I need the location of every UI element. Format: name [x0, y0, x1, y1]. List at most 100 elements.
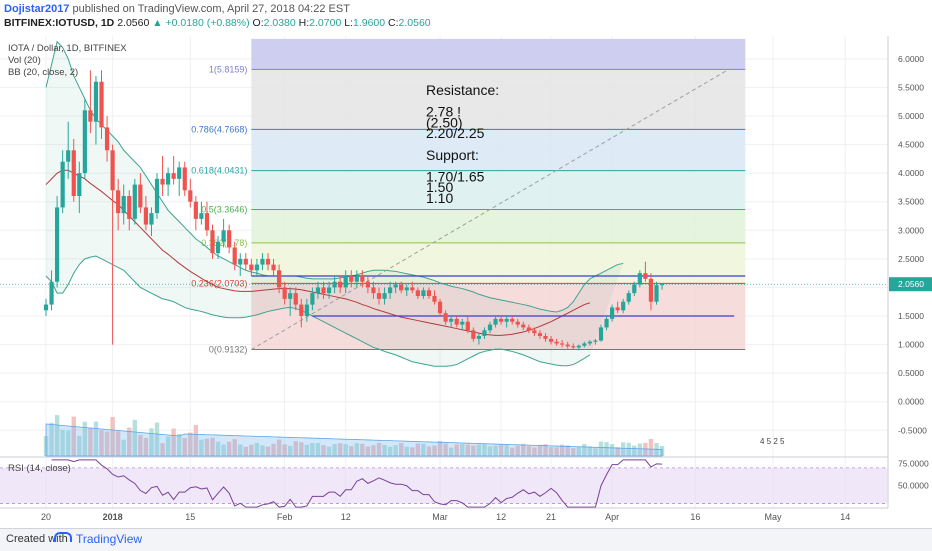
tradingview-brand: TradingView	[76, 532, 143, 546]
volume-bar	[121, 439, 126, 456]
volume-bar	[282, 444, 287, 456]
legend-title: IOTA / Dollar, 1D, BITFINEX	[8, 43, 127, 54]
volume-bar	[543, 444, 548, 456]
candle-body	[504, 318, 509, 322]
volume-bars	[43, 415, 665, 457]
rsi-pane: RSI (14, close) 75.0000 50.0000	[0, 456, 929, 508]
last-price-label: 2.0560	[898, 279, 924, 289]
candle-body	[321, 287, 326, 294]
volume-bar	[210, 437, 215, 456]
trend-line[interactable]	[251, 68, 729, 350]
candle-body	[410, 287, 415, 291]
tradingview-logo[interactable]: TradingView	[54, 532, 142, 546]
candle-body	[43, 304, 49, 311]
publisher-name[interactable]: Dojistar2017	[4, 3, 70, 15]
volume-bar	[232, 439, 237, 456]
candle-body	[471, 330, 476, 339]
volume-bar	[504, 445, 509, 456]
candle-body	[437, 301, 443, 314]
x-tick-label: 15	[185, 512, 195, 522]
price-axis[interactable]: 6.0000 5.5000 5.0000 4.5000 4.0000 3.5000 3.00…	[887, 36, 932, 508]
volume-bar	[537, 444, 543, 456]
y-tick-label: 6.0000	[898, 54, 924, 64]
fib-trend-line	[251, 68, 729, 350]
annotation-line: 2.20/2.25	[426, 125, 485, 141]
candle-body	[93, 81, 99, 122]
volume-bar	[321, 445, 326, 456]
candle-body	[121, 196, 126, 214]
last-price: 2.0560	[117, 17, 150, 29]
x-tick-label: 16	[690, 512, 700, 522]
candle-body	[543, 336, 548, 339]
open-value: 2.0380	[263, 17, 296, 29]
volume-bar	[582, 444, 587, 456]
volume-bar	[598, 441, 604, 456]
candle-body	[565, 344, 570, 347]
volume-bar	[143, 437, 149, 456]
low-label: L:	[344, 17, 353, 29]
volume-bar	[460, 443, 465, 456]
candle-body	[615, 307, 620, 311]
candle-body	[365, 281, 370, 288]
volume-bar	[215, 441, 221, 456]
candle-body	[293, 293, 298, 305]
candle-body	[515, 321, 520, 325]
volume-bar	[643, 442, 648, 456]
annotation-line: Resistance:	[426, 82, 499, 98]
candle-body	[659, 284, 665, 286]
volume-bar	[576, 446, 581, 456]
candle-body	[104, 127, 110, 151]
rsi-band	[0, 467, 888, 504]
fib-level-label: 0.5(3.3646)	[201, 204, 247, 214]
candle-body	[426, 290, 432, 296]
volume-bar	[565, 445, 570, 456]
footer: Created with TradingView	[0, 528, 932, 551]
quote-line: BITFINEX:IOTUSD, 1D 2.0560 ▲ +0.0180 (+0…	[4, 17, 431, 29]
volume-bar	[99, 430, 104, 456]
candle-body	[271, 264, 276, 271]
volume-bar	[182, 438, 187, 456]
candle-body	[249, 264, 254, 271]
candle-body	[326, 287, 332, 294]
candle-body	[88, 110, 93, 122]
x-tick-label: 20	[41, 512, 51, 522]
candle-body	[593, 340, 598, 342]
annotation-text[interactable]: Resistance: 2.78 !(2.50)2.20/2.25 Support:…	[426, 82, 785, 446]
y-tick-label: 0.5000	[898, 368, 924, 378]
y-tick-label: 0.0000	[898, 397, 924, 407]
candle-body	[482, 330, 487, 336]
candle-body	[415, 290, 420, 296]
chart-canvas[interactable]: 1(5.8159) 0.786(4.7668) 0.618(4.0431) 0.5(3…	[0, 36, 932, 528]
candle-body	[460, 321, 465, 325]
volume-bar	[604, 442, 609, 456]
volume-bar	[299, 442, 304, 456]
volume-bar	[437, 441, 443, 456]
candle-body	[149, 213, 154, 225]
annotation-line: Support:	[426, 147, 479, 163]
x-tick-label: 12	[341, 512, 351, 522]
volume-bar	[115, 431, 121, 456]
y-tick-label: 3.5000	[898, 197, 924, 207]
candle-body	[393, 284, 398, 288]
bb-lower-line	[45, 255, 591, 367]
fib-level-label: 0.382(2.78)	[201, 238, 247, 248]
volume-bar	[487, 446, 493, 456]
volume-bar	[609, 443, 615, 456]
candle-body	[71, 150, 76, 196]
volume-bar	[326, 446, 332, 456]
volume-bar	[443, 443, 448, 456]
volume-bar	[127, 427, 132, 456]
fib-level-label: 1(5.8159)	[209, 64, 248, 74]
candle-body	[576, 345, 581, 348]
candle-body	[610, 307, 615, 319]
volume-bar	[382, 444, 387, 456]
candle-body	[227, 230, 232, 248]
candle-body	[432, 296, 437, 302]
candle-body	[127, 196, 132, 219]
support-resistance-lines[interactable]	[0, 275, 888, 317]
candle-body	[454, 318, 459, 325]
candle-body	[265, 258, 271, 265]
candle-body	[560, 343, 565, 345]
x-tick-label: 21	[546, 512, 556, 522]
time-axis[interactable]: 20 2018 15 Feb 12 Mar 12 21 Apr 16 May 14	[0, 507, 888, 522]
